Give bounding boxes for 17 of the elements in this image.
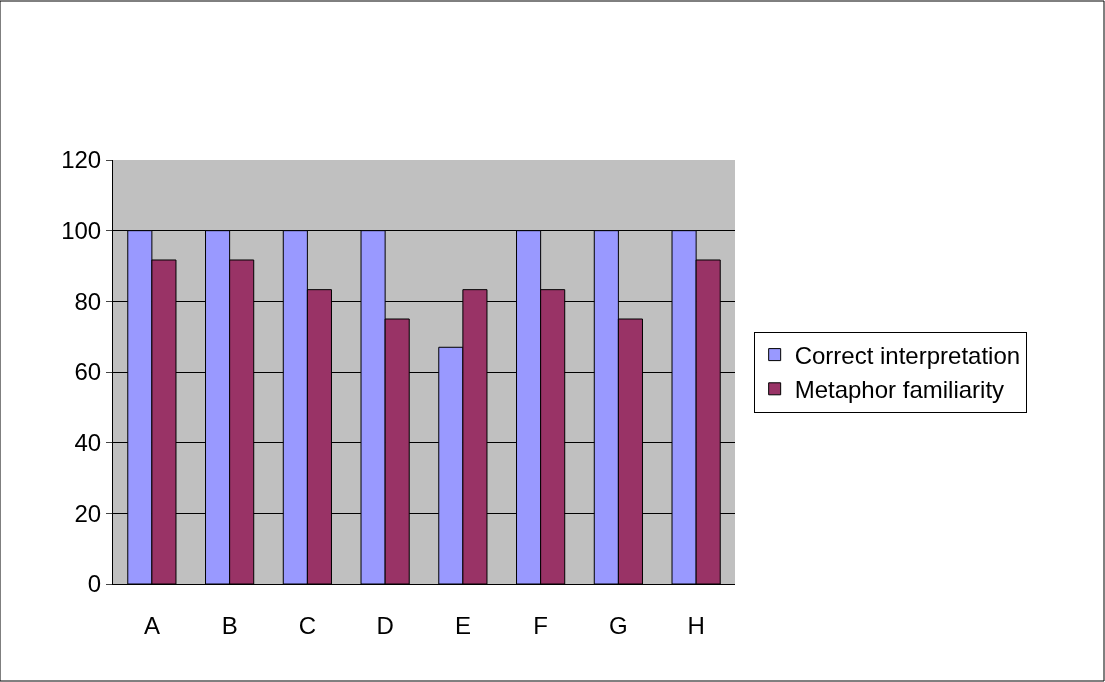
x-tick-label: G [609,611,628,639]
y-tick-label: 0 [87,570,102,598]
x-tick-label: A [143,611,160,639]
x-tick-label: C [298,611,317,639]
x-tick-label: D [376,611,394,639]
y-tick-label: 20 [74,499,102,527]
legend-label: Correct interpretation [794,341,1021,369]
x-tick-label: F [533,611,548,639]
y-tick-label: 40 [74,429,102,457]
x-tick-label: B [221,611,238,639]
x-tick-label: H [687,611,705,639]
y-tick-label: 120 [61,146,102,174]
y-tick-label: 80 [74,287,102,315]
x-tick-label: E [454,611,471,639]
y-tick-label: 60 [74,358,102,386]
y-tick-label: 100 [61,217,102,245]
legend-label: Metaphor familiarity [794,376,1005,404]
